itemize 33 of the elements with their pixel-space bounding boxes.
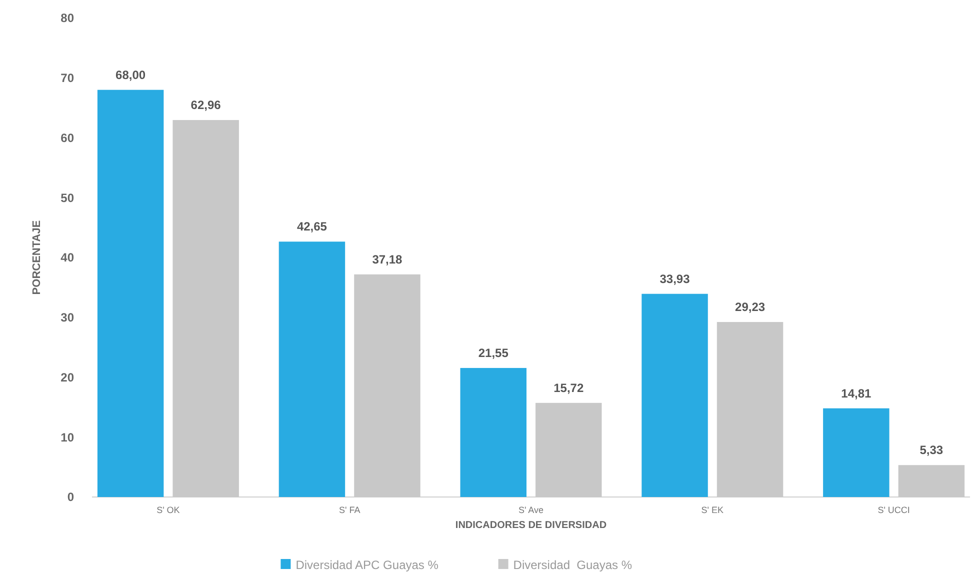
data-label: 68,00 bbox=[116, 68, 146, 82]
y-tick-label: 20 bbox=[60, 370, 74, 384]
data-label: 15,72 bbox=[554, 380, 584, 395]
bar bbox=[278, 242, 346, 497]
y-tick-label: 80 bbox=[60, 11, 74, 26]
data-label: 21,55 bbox=[478, 346, 509, 360]
data-label: 33,93 bbox=[660, 272, 690, 286]
y-tick-label: 30 bbox=[60, 310, 74, 325]
y-axis-title: PORCENTAJE bbox=[31, 220, 43, 295]
x-tick-label: S' FA bbox=[338, 505, 360, 515]
data-label: 14,81 bbox=[841, 386, 872, 400]
bar bbox=[642, 294, 708, 497]
legend-label: Diversidad APC Guayas % bbox=[296, 558, 439, 572]
data-label: 42,65 bbox=[296, 220, 328, 234]
bar bbox=[97, 90, 164, 497]
x-tick-label: S' EK bbox=[701, 505, 724, 515]
x-tick-label: S' Ave bbox=[518, 505, 544, 515]
data-label: 62,96 bbox=[190, 98, 222, 112]
x-tick-label: S' OK bbox=[156, 505, 180, 515]
data-label: 5,33 bbox=[920, 443, 944, 458]
data-label: 37,18 bbox=[372, 252, 403, 266]
x-tick-label: S' UCCI bbox=[878, 505, 910, 515]
y-tick-label: 70 bbox=[60, 71, 74, 86]
y-tick-label: 60 bbox=[60, 130, 74, 145]
y-tick-label: 0 bbox=[67, 490, 74, 504]
x-axis-title: INDICADORES DE DIVERSIDAD bbox=[455, 520, 607, 531]
bar bbox=[823, 408, 890, 497]
y-tick-label: 10 bbox=[60, 430, 74, 444]
y-tick-label: 40 bbox=[60, 250, 74, 265]
legend-label: Diversidad Guayas % bbox=[513, 558, 632, 572]
bar bbox=[460, 368, 526, 497]
y-tick-label: 50 bbox=[60, 190, 74, 205]
data-label: 29,23 bbox=[735, 300, 766, 314]
